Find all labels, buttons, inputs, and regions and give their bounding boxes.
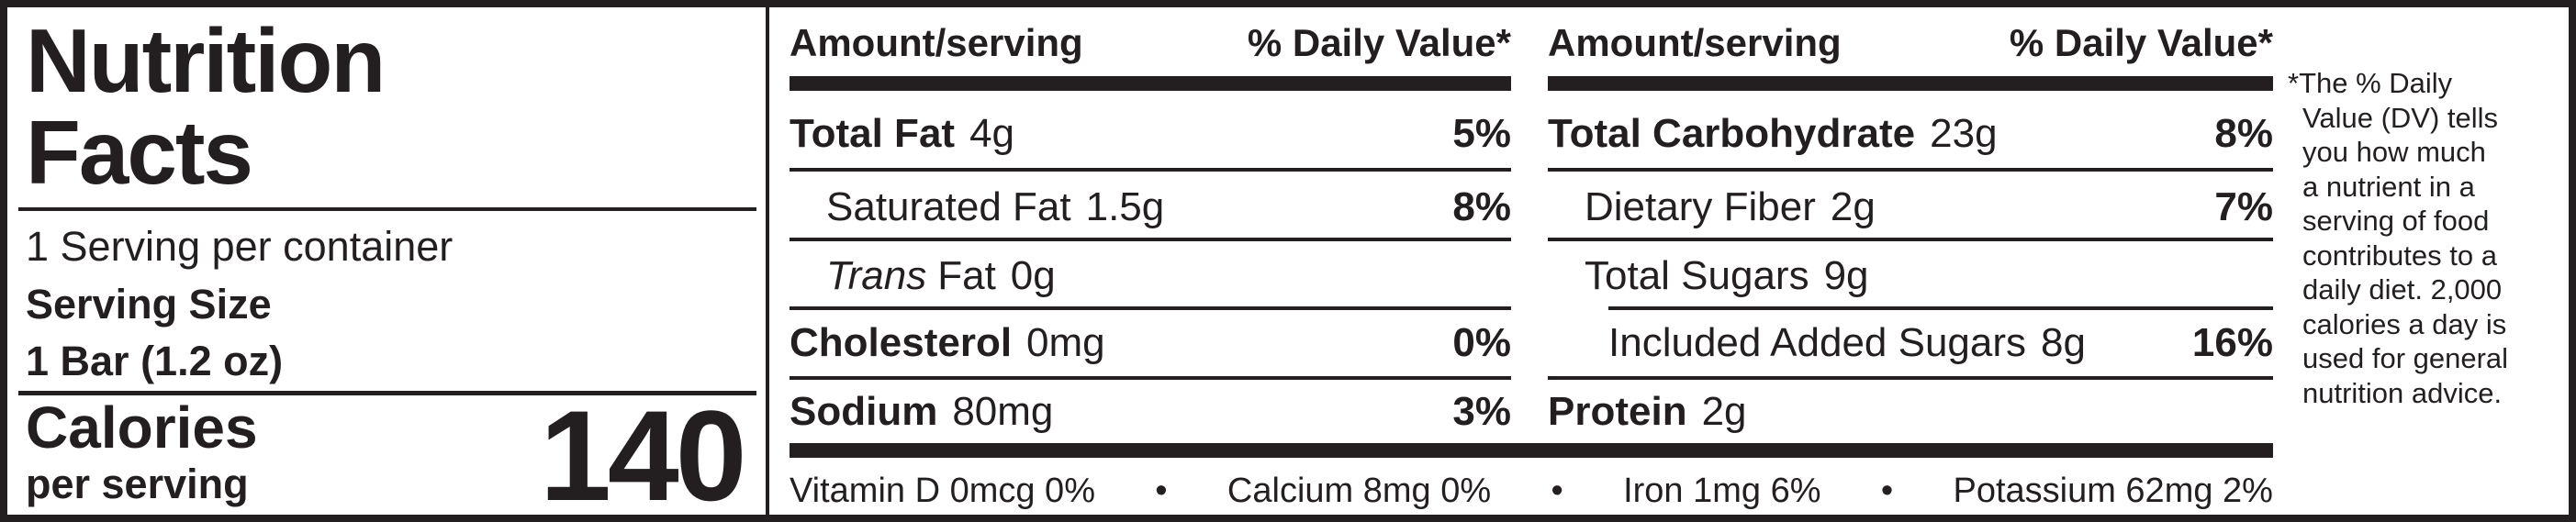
nutrient-name: Total Carbohydrate — [1548, 111, 1916, 156]
iron: Iron 1mg 6% — [1623, 472, 1821, 510]
bullet-separator: • — [1155, 472, 1168, 510]
nutrient-amount: 9g — [1823, 253, 1869, 298]
nutrient-name: Dietary Fiber — [1585, 184, 1816, 229]
nutrient-amount: 80mg — [952, 389, 1054, 434]
calories-label: Calories — [26, 394, 258, 461]
divider-thick — [1548, 76, 2273, 91]
nutrient-name-italic: Trans — [826, 253, 927, 298]
footnote-line: calories a day is — [2302, 307, 2507, 340]
column-separator — [766, 7, 769, 515]
daily-value-header: % Daily Value* — [1247, 21, 1511, 64]
nutrient-name: Total Sugars — [1585, 253, 1809, 298]
nutrient-dv: 3% — [1452, 389, 1511, 434]
nutrient-row-total-sugars: Total Sugars 9g — [1585, 242, 2273, 310]
amount-per-serving-header-right: Amount/serving — [1548, 21, 1842, 64]
nutrient-amount: 23g — [1930, 111, 1998, 156]
bullet-separator: • — [1551, 472, 1563, 510]
footnote-line: Value (DV) tells — [2302, 101, 2499, 134]
row-divider — [790, 376, 1511, 380]
nutrient-name: Saturated Fat — [826, 184, 1071, 229]
nutrient-dv: 7% — [2214, 184, 2273, 229]
footnote-line: a nutrient in a — [2302, 170, 2475, 203]
row-divider — [1548, 238, 2273, 241]
footnote-line: nutrition advice. — [2302, 376, 2503, 409]
nutrient-amount: 1.5g — [1085, 184, 1165, 229]
nutrient-dv: 8% — [1452, 184, 1511, 229]
footnote-line: you how much — [2302, 136, 2486, 168]
divider-thin — [18, 207, 756, 211]
nutrient-name: Included Added Sugars — [1608, 320, 2027, 365]
row-divider — [1548, 168, 2273, 172]
title-line-1: Nutrition — [26, 10, 386, 111]
nutrient-row-total-fat: Total Fat 4g 5% — [790, 100, 1511, 168]
footnote-line: *The % Daily — [2288, 67, 2453, 99]
servings-per-container: 1 Serving per container — [26, 223, 454, 270]
nutrient-amount: 0g — [1010, 253, 1056, 298]
daily-value-header-right: % Daily Value* — [2009, 21, 2273, 64]
nutrient-dv: 8% — [2214, 111, 2273, 156]
nutrient-row-cholesterol: Cholesterol 0mg 0% — [790, 309, 1511, 377]
calcium: Calcium 8mg 0% — [1226, 472, 1492, 510]
row-divider — [790, 168, 1511, 172]
nutrient-name: Cholesterol — [790, 320, 1013, 365]
potassium: Potassium 62mg 2% — [1953, 472, 2273, 510]
nutrient-name: Total Fat — [790, 111, 956, 156]
calories-sublabel: per serving — [26, 461, 249, 507]
amount-per-serving-header: Amount/serving — [790, 21, 1083, 64]
vitamin-d: Vitamin D 0mcg 0% — [790, 472, 1095, 510]
footnote-line: daily diet. 2,000 — [2302, 273, 2503, 305]
footnote-line: serving of food — [2302, 205, 2490, 237]
nutrient-dv: 0% — [1452, 320, 1511, 365]
daily-value-footnote: *The % Daily Value (DV) tells you how mu… — [2288, 66, 2563, 410]
nutrient-amount: 0mg — [1026, 320, 1105, 365]
serving-size-label: Serving Size — [26, 281, 272, 328]
row-divider — [790, 306, 1511, 310]
nutrient-dv: 16% — [2191, 320, 2273, 365]
nutrient-row-dietary-fiber: Dietary Fiber 2g 7% — [1585, 173, 2273, 241]
nutrient-amount: 4g — [969, 111, 1015, 156]
row-divider — [1548, 376, 2273, 380]
divider-thick — [790, 76, 1511, 91]
nutrient-amount: 2g — [1701, 389, 1747, 434]
nutrient-row-sodium: Sodium 80mg 3% — [790, 378, 1511, 446]
row-divider — [1608, 306, 2273, 310]
nutrient-amount: 8g — [2041, 320, 2086, 365]
divider-thick — [18, 391, 756, 395]
nutrient-amount: 2g — [1830, 184, 1876, 229]
title-line-2: Facts — [26, 102, 253, 203]
label-title: Nutrition Facts — [26, 15, 742, 198]
nutrient-name: Sodium — [790, 389, 938, 434]
vitamins-minerals-row: Vitamin D 0mcg 0% • Calcium 8mg 0% • Iro… — [790, 468, 2273, 514]
nutrient-row-added-sugars: Included Added Sugars 8g 16% — [1608, 309, 2273, 377]
footnote-line: used for general — [2302, 342, 2509, 374]
nutrient-dv: 5% — [1452, 111, 1511, 156]
nutrient-row-protein: Protein 2g — [1548, 378, 2273, 446]
calories-value: 140 — [540, 383, 747, 522]
nutrient-row-total-carbohydrate: Total Carbohydrate 23g 8% — [1548, 100, 2273, 168]
nutrient-name: Protein — [1548, 389, 1687, 434]
nutrient-row-saturated-fat: Saturated Fat 1.5g 8% — [826, 173, 1511, 241]
serving-size-value: 1 Bar (1.2 oz) — [26, 338, 284, 384]
row-divider — [790, 238, 1511, 241]
nutrient-name: Fat — [937, 253, 996, 298]
divider-thick-bottom — [790, 443, 2273, 458]
bullet-separator: • — [1880, 472, 1894, 510]
footnote-line: contributes to a — [2302, 239, 2497, 272]
nutrient-row-trans-fat: Trans Fat 0g — [826, 242, 1511, 310]
